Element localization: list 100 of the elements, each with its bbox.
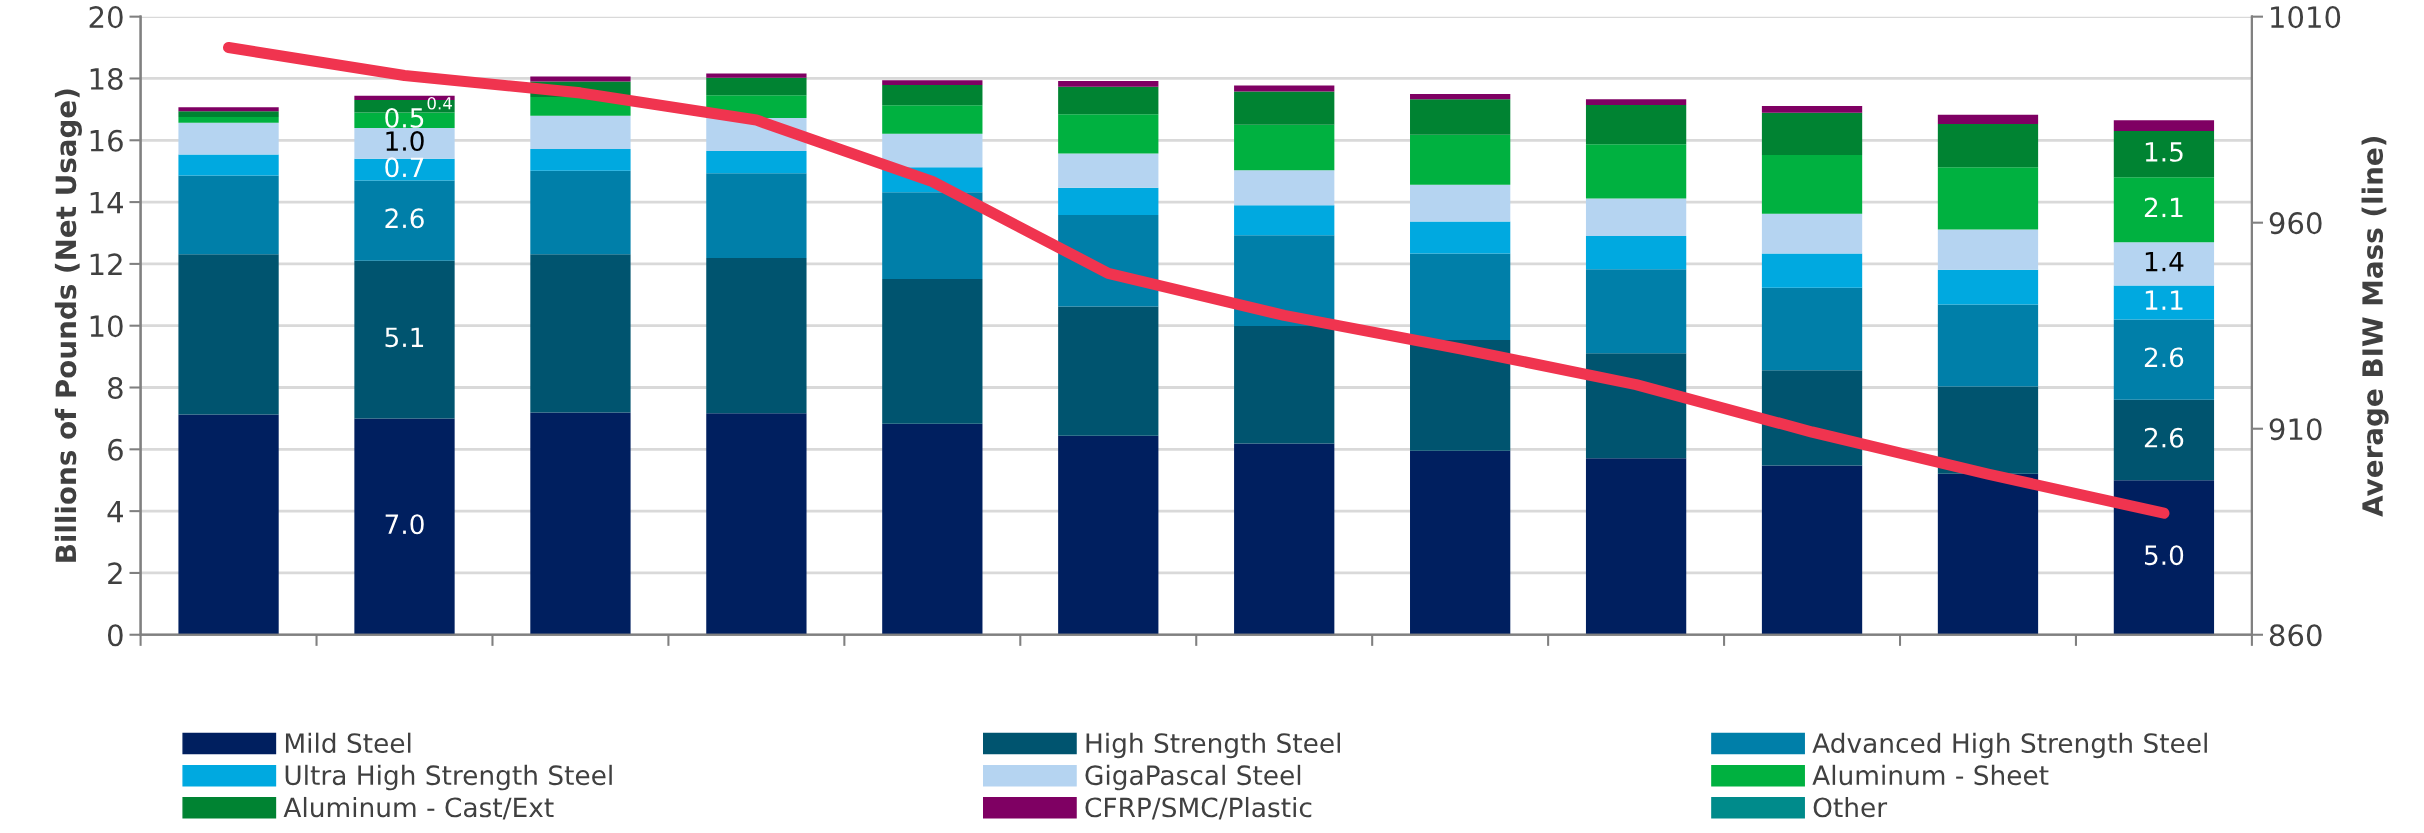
bar (2113, 319, 2215, 400)
bar (2113, 285, 2215, 320)
bar (1937, 473, 2039, 635)
bar (1058, 306, 1159, 436)
legend-label: Mild Steel (285, 732, 411, 754)
data-label: 2.6 (2144, 427, 2184, 448)
data-label: 5.0 (2144, 545, 2184, 566)
bar (1058, 187, 1159, 216)
data-label: 2.6 (385, 208, 424, 229)
bar (1234, 91, 1335, 125)
bar (354, 127, 455, 159)
bar (1410, 450, 1511, 635)
y-tick-label: 20 (89, 6, 123, 29)
bar (882, 133, 983, 168)
data-label: 1.4 (2145, 251, 2184, 272)
bar (530, 254, 631, 413)
bar (1058, 153, 1159, 188)
bar (1410, 221, 1511, 254)
bar (1058, 80, 1159, 87)
bar (1234, 124, 1335, 171)
legend-label: GigaPascal Steel (1085, 764, 1301, 791)
bar (1410, 339, 1511, 451)
bar (1585, 144, 1687, 199)
legend-label: CFRP/SMC/Plastic (1085, 796, 1312, 820)
bar (1234, 170, 1335, 206)
bar (1585, 99, 1687, 106)
bar (1937, 229, 2039, 270)
data-label: 0.7 (385, 157, 424, 178)
bar (530, 76, 631, 82)
bar (1234, 205, 1335, 236)
bar (1585, 236, 1687, 270)
y2-tick-label: 1010 (2271, 6, 2341, 29)
bar (178, 414, 279, 635)
bar (706, 77, 807, 96)
bar (1585, 105, 1687, 145)
bar (1058, 86, 1159, 115)
bar (1761, 155, 1863, 214)
bar (530, 170, 631, 255)
bar (354, 180, 455, 261)
bar (354, 158, 455, 181)
bar (354, 418, 455, 635)
legend-label: Advanced High Strength Steel (1812, 732, 2207, 759)
y-tick-label: 14 (90, 191, 123, 214)
bar (1937, 167, 2039, 230)
bar (1410, 93, 1511, 100)
bar (706, 173, 807, 259)
bar (178, 122, 279, 155)
bar (1585, 269, 1687, 354)
data-label: 5.1 (385, 327, 424, 348)
data-label: 2.6 (2144, 347, 2184, 368)
bar (1761, 287, 1863, 371)
data-label: 0.5 (385, 107, 424, 128)
bar (354, 260, 455, 419)
bar (882, 192, 983, 280)
bar (530, 412, 631, 635)
bar (178, 254, 279, 415)
bar (1234, 326, 1335, 444)
bar (1585, 458, 1687, 635)
bar (1585, 198, 1687, 237)
bar (1410, 99, 1511, 135)
bar (706, 258, 807, 414)
bar (178, 111, 279, 118)
bar (178, 107, 279, 112)
data-label: 1.0 (386, 131, 424, 152)
y2-axis-title: Average BIW Mass (line) (2361, 136, 2389, 517)
y-tick-label: 2 (108, 562, 122, 585)
data-label: 1.1 (2145, 290, 2183, 310)
data-label: 2.1 (2144, 197, 2183, 218)
bar (1761, 112, 1863, 156)
y-tick-label: 4 (107, 500, 123, 523)
y2-tick-label: 860 (2269, 624, 2322, 647)
y-tick-label: 0 (107, 624, 123, 647)
legend-label: Aluminum - Cast/Ext (283, 796, 554, 820)
bar (2113, 120, 2215, 132)
y-tick-label: 6 (108, 438, 123, 461)
bar (1410, 134, 1511, 185)
bar (882, 84, 983, 106)
bar (1234, 443, 1335, 635)
bar (2113, 480, 2215, 635)
bar (1761, 213, 1863, 254)
bar (1937, 123, 2039, 168)
bar (1937, 304, 2039, 387)
bar (1410, 253, 1511, 340)
y2-tick-label: 910 (2269, 418, 2322, 441)
bar (882, 423, 983, 635)
y-tick-label: 8 (108, 376, 123, 400)
bar (1761, 253, 1863, 288)
bar (1937, 269, 2039, 305)
y-tick-label: 18 (90, 67, 123, 90)
bar (530, 115, 631, 149)
legend-label: Ultra High Strength Steel (285, 764, 612, 791)
legend-label: High Strength Steel (1086, 732, 1340, 759)
legend-label: Aluminum - Sheet (1812, 764, 2049, 786)
data-label: 7.0 (385, 514, 424, 535)
bar (882, 105, 983, 134)
bar (178, 175, 279, 255)
bar (1761, 465, 1863, 635)
data-label: 1.5 (2145, 142, 2183, 162)
y2-tick-label: 960 (2269, 212, 2322, 235)
bar (2113, 399, 2215, 481)
